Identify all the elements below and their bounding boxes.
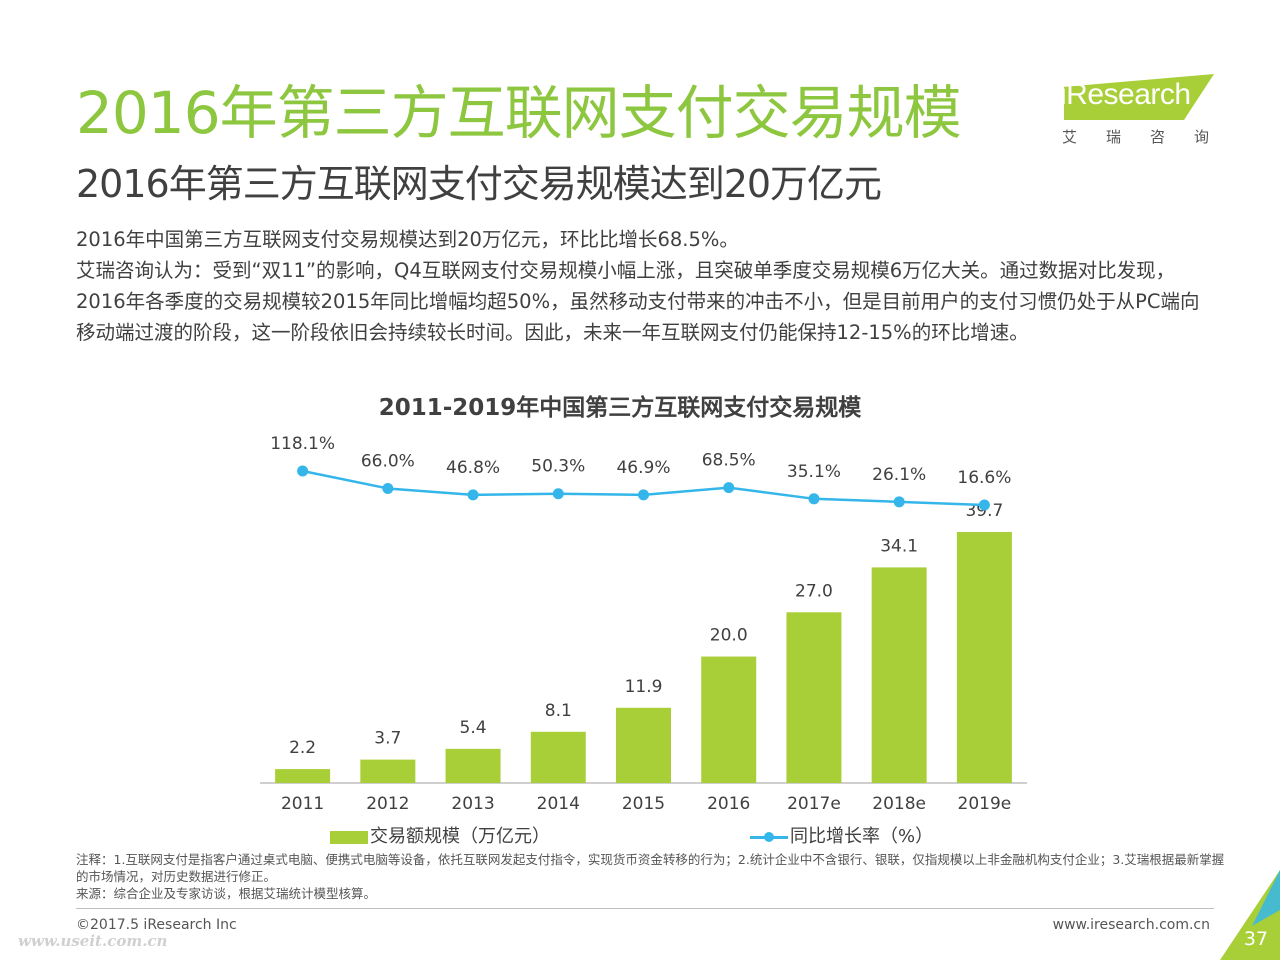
page-title: 2016年第三方互联网支付交易规模 bbox=[76, 79, 962, 147]
x-tick-label-2011: 2011 bbox=[281, 794, 324, 814]
bar-label-2015: 11.9 bbox=[625, 677, 663, 697]
bar-2013 bbox=[445, 748, 501, 783]
footer-website: www.iresearch.com.cn bbox=[1052, 917, 1210, 933]
notes-source: 来源：综合企业及专家访谈，根据艾瑞统计模型核算。 bbox=[76, 886, 377, 901]
description-summary: 2016年中国第三方互联网支付交易规模达到20万亿元，环比比增长68.5%。 bbox=[76, 228, 739, 251]
bar-2014 bbox=[530, 731, 586, 783]
growth-point-2013 bbox=[467, 489, 479, 501]
notes-annotation: 注释：1.互联网支付是指客户通过桌式电脑、便携式电脑等设备，依托互联网发起支付指… bbox=[76, 852, 1225, 884]
bar-label-2018e: 34.1 bbox=[880, 536, 918, 556]
bar-2012 bbox=[360, 759, 416, 783]
bar-label-2014: 8.1 bbox=[545, 701, 572, 721]
iresearch-logo: iResearch 艾瑞咨询 bbox=[1056, 68, 1218, 150]
growth-label-2012: 66.0% bbox=[361, 451, 415, 471]
legend-line-label: 同比增长率（%） bbox=[790, 826, 934, 847]
growth-label-2016: 68.5% bbox=[702, 451, 756, 471]
x-tick-label-2015: 2015 bbox=[622, 794, 665, 814]
logo-brand: iResearch bbox=[1060, 78, 1191, 111]
growth-point-2012 bbox=[382, 482, 394, 494]
x-tick-label-2014: 2014 bbox=[537, 794, 580, 814]
growth-point-2016 bbox=[723, 482, 735, 494]
growth-label-2013: 46.8% bbox=[446, 458, 500, 478]
growth-point-2018e bbox=[893, 496, 905, 508]
growth-label-2018e: 26.1% bbox=[872, 465, 926, 485]
x-tick-label-2016: 2016 bbox=[707, 794, 750, 814]
bar-2018e bbox=[871, 567, 927, 783]
chart-title: 2011-2019年中国第三方互联网支付交易规模 bbox=[378, 395, 862, 421]
bar-2019e bbox=[956, 532, 1012, 783]
bar-label-2017e: 27.0 bbox=[795, 581, 833, 601]
bar-2011 bbox=[275, 769, 331, 783]
page-subtitle: 2016年第三方互联网支付交易规模达到20万亿元 bbox=[76, 162, 882, 206]
growth-point-2019e bbox=[978, 499, 990, 511]
growth-label-2014: 50.3% bbox=[531, 457, 585, 477]
growth-point-2014 bbox=[552, 488, 564, 500]
legend-line-swatch bbox=[750, 830, 788, 844]
x-tick-label-2018e: 2018e bbox=[872, 794, 926, 814]
growth-label-2019e: 16.6% bbox=[957, 468, 1011, 488]
x-tick-label-2013: 2013 bbox=[451, 794, 494, 814]
bar-2015 bbox=[616, 707, 671, 783]
x-tick-label-2019e: 2019e bbox=[958, 794, 1012, 814]
footer-copyright: ©2017.5 iResearch Inc bbox=[76, 917, 237, 933]
watermark: www.useit.com.cn bbox=[18, 932, 168, 950]
bar-label-2012: 3.7 bbox=[374, 729, 401, 749]
growth-label-2017e: 35.1% bbox=[787, 462, 841, 482]
bar-2016 bbox=[701, 656, 757, 783]
x-tick-label-2012: 2012 bbox=[366, 794, 409, 814]
growth-label-2015: 46.9% bbox=[616, 458, 670, 478]
legend-bar-series: 交易额规模（万亿元） bbox=[330, 822, 550, 848]
growth-point-2017e bbox=[808, 493, 820, 505]
bar-label-2013: 5.4 bbox=[460, 718, 487, 738]
bar-2017e bbox=[786, 612, 842, 783]
legend-bar-swatch bbox=[330, 830, 368, 844]
description: 2016年中国第三方互联网支付交易规模达到20万亿元，环比比增长68.5%。 艾… bbox=[76, 224, 1216, 348]
x-tick-label-2017e: 2017e bbox=[787, 794, 841, 814]
description-analysis: 艾瑞咨询认为：受到“双11”的影响，Q4互联网支付交易规模小幅上涨，且突破单季度… bbox=[76, 259, 1200, 344]
growth-point-2015 bbox=[638, 489, 649, 501]
growth-point-2011 bbox=[297, 465, 309, 477]
growth-label-2011: 118.1% bbox=[270, 434, 335, 454]
logo-brand-cn: 艾瑞咨询 bbox=[1062, 128, 1239, 146]
bar-label-2019e: 39.7 bbox=[965, 501, 1003, 521]
legend-bar-label: 交易额规模（万亿元） bbox=[370, 826, 550, 847]
footer-divider bbox=[76, 908, 1214, 909]
legend-line-series: 同比增长率（%） bbox=[750, 822, 933, 848]
corner-decoration bbox=[1220, 870, 1280, 960]
bar-label-2011: 2.2 bbox=[289, 738, 316, 758]
page-number: 37 bbox=[1243, 928, 1268, 950]
chart-notes: 注释：1.互联网支付是指客户通过桌式电脑、便携式电脑等设备，依托互联网发起支付指… bbox=[76, 851, 1226, 902]
bar-label-2016: 20.0 bbox=[710, 626, 748, 646]
